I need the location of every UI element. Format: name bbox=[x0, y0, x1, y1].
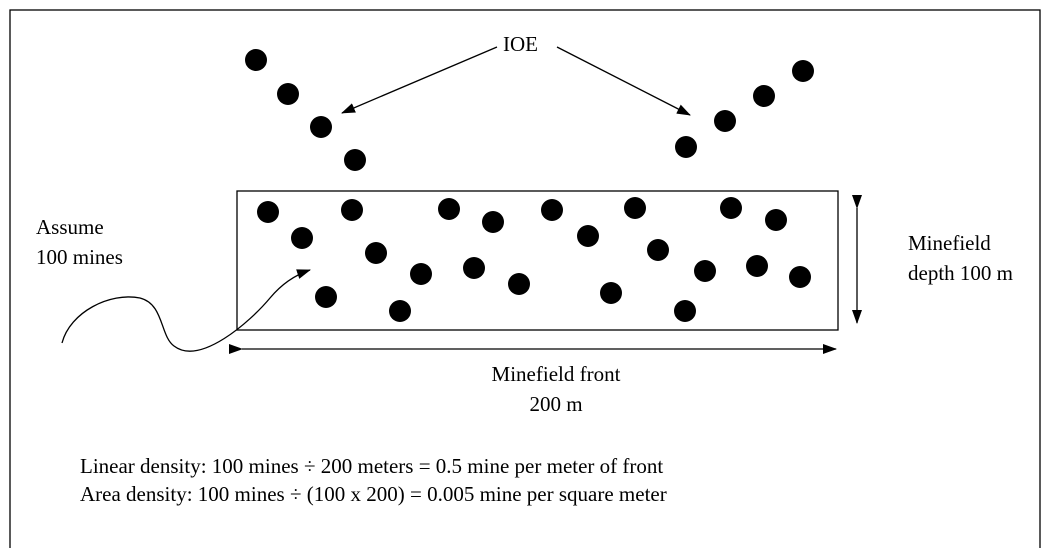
mine-inside-minefield-19 bbox=[720, 197, 742, 219]
linear-density-text: Linear density: 100 mines ÷ 200 meters =… bbox=[80, 454, 663, 478]
depth-label-line2: depth 100 m bbox=[908, 261, 1013, 285]
mine-inside-minefield-7 bbox=[410, 263, 432, 285]
mine-inside-minefield-10 bbox=[482, 211, 504, 233]
mine-inside-minefield-9 bbox=[463, 257, 485, 279]
assume-pointer-arrow bbox=[61, 269, 311, 352]
mine-inside-minefield-15 bbox=[624, 197, 646, 219]
mine-inside-minefield-8 bbox=[438, 198, 460, 220]
mine-ioe-right-4 bbox=[792, 60, 814, 82]
depth-label-line1: Minefield bbox=[908, 231, 991, 255]
mine-inside-minefield-21 bbox=[765, 209, 787, 231]
mine-inside-minefield-12 bbox=[541, 199, 563, 221]
mine-ioe-right-3 bbox=[753, 85, 775, 107]
mine-inside-minefield-1 bbox=[257, 201, 279, 223]
mine-inside-minefield-2 bbox=[291, 227, 313, 249]
mines-group bbox=[245, 49, 814, 322]
front-label-line2: 200 m bbox=[529, 392, 582, 416]
mine-inside-minefield-5 bbox=[365, 242, 387, 264]
assume-label-line1: Assume bbox=[36, 215, 104, 239]
mine-ioe-left-4 bbox=[344, 149, 366, 171]
front-label-line1: Minefield front bbox=[492, 362, 621, 386]
figure-border bbox=[9, 9, 1041, 548]
ioe-label: IOE bbox=[503, 32, 538, 56]
mine-inside-minefield-18 bbox=[694, 260, 716, 282]
mine-ioe-right-2 bbox=[714, 110, 736, 132]
mine-inside-minefield-11 bbox=[508, 273, 530, 295]
mine-inside-minefield-13 bbox=[577, 225, 599, 247]
mine-inside-minefield-6 bbox=[389, 300, 411, 322]
mine-inside-minefield-20 bbox=[746, 255, 768, 277]
mine-ioe-left-1 bbox=[245, 49, 267, 71]
ioe-arrow-right bbox=[556, 46, 691, 116]
mine-inside-minefield-17 bbox=[674, 300, 696, 322]
minefield-rectangle bbox=[236, 190, 839, 331]
mine-inside-minefield-3 bbox=[315, 286, 337, 308]
mine-ioe-left-3 bbox=[310, 116, 332, 138]
mine-inside-minefield-16 bbox=[647, 239, 669, 261]
area-density-text: Area density: 100 mines ÷ (100 x 200) = … bbox=[80, 482, 667, 506]
mine-ioe-left-2 bbox=[277, 83, 299, 105]
mine-inside-minefield-4 bbox=[341, 199, 363, 221]
mine-inside-minefield-14 bbox=[600, 282, 622, 304]
assume-label-line2: 100 mines bbox=[36, 245, 123, 269]
mine-ioe-right-1 bbox=[675, 136, 697, 158]
mine-inside-minefield-22 bbox=[789, 266, 811, 288]
ioe-arrow-left bbox=[341, 46, 498, 114]
